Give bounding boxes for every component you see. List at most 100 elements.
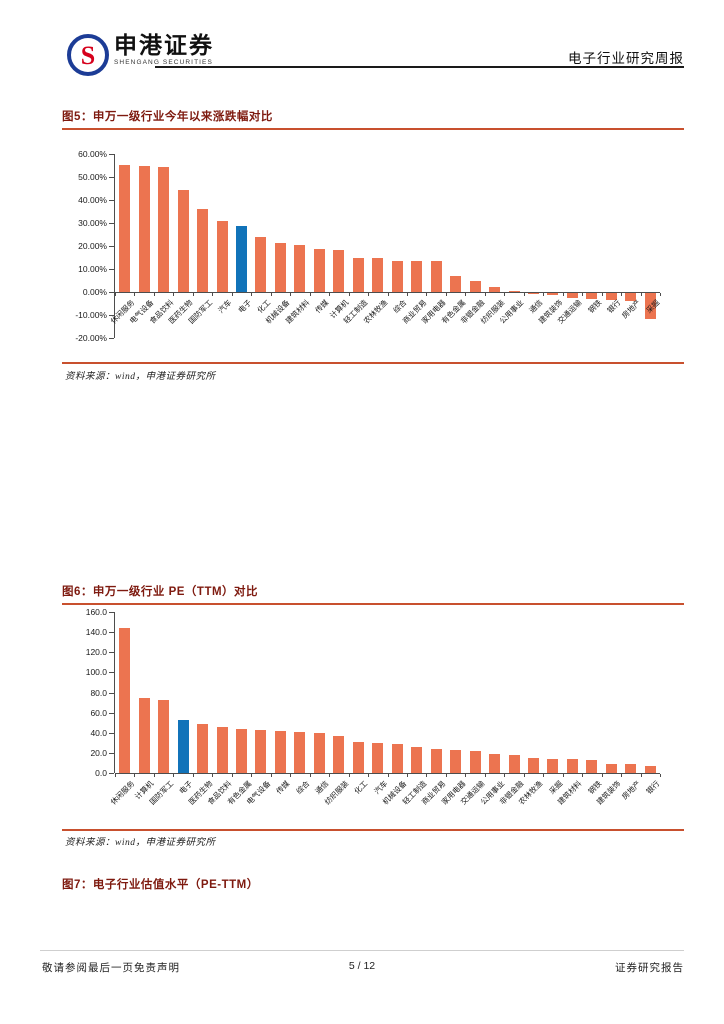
y-tick: [109, 672, 114, 674]
x-tick: [153, 774, 155, 777]
bar: [274, 242, 286, 292]
bar-highlighted: [236, 226, 248, 292]
x-tick: [270, 293, 272, 296]
bar: [547, 293, 559, 296]
x-tick: [115, 293, 116, 296]
y-tick: [109, 752, 114, 754]
y-tick-label: 40.00%: [78, 195, 107, 205]
bar: [333, 736, 345, 773]
figure6-bar-chart: 0.0 20.0 40.0 60.0 80.0 100.0 120.0 140.0 160.0 休…: [40, 606, 684, 829]
bar: [274, 731, 286, 773]
y-tick: [109, 177, 114, 178]
logo-name-en: SHENGANG SECURITIES: [114, 59, 213, 66]
x-tick: [406, 774, 408, 777]
x-tick: [348, 774, 350, 777]
x-tick: [523, 774, 525, 777]
x-tick: [368, 774, 370, 777]
y-tick-label: 20.00%: [78, 241, 107, 251]
y-tick-label: 20.0: [90, 747, 107, 758]
x-tick: [621, 774, 623, 777]
y-tick: [109, 154, 114, 155]
x-tick: [290, 774, 292, 777]
x-tick: [582, 774, 584, 777]
x-tick: [192, 774, 194, 777]
bar: [158, 167, 170, 292]
y-tick-label: 50.00%: [78, 172, 107, 182]
y-tick-label: 160.0: [85, 607, 107, 617]
y-tick-label: -20.00%: [75, 333, 107, 343]
bar: [138, 165, 150, 292]
logo-text: 申港证券 SHENGANG SECURITIES: [114, 33, 214, 66]
y-tick-label: 40.0: [90, 727, 107, 738]
x-tick: [621, 293, 623, 296]
x-tick: [582, 293, 584, 296]
bar: [644, 766, 656, 773]
bar: [508, 755, 520, 773]
x-tick: [134, 774, 136, 777]
y-tick-label: 60.00%: [78, 149, 107, 159]
x-tick: [660, 293, 661, 296]
bar: [255, 237, 267, 292]
figure6-bottom-rule: [62, 829, 684, 831]
x-axis-line: [115, 292, 660, 293]
x-tick: [601, 293, 603, 296]
bar: [333, 249, 345, 292]
bar: [236, 728, 248, 773]
page-number: 5 / 12: [348, 960, 376, 972]
y-tick: [109, 712, 114, 714]
logo-name-cn: 申港证券: [114, 32, 214, 58]
x-tick: [387, 293, 389, 296]
bar: [450, 275, 462, 292]
bar: [547, 758, 559, 773]
y-tick: [109, 200, 114, 201]
y-tick-label: 120.0: [85, 647, 107, 658]
x-tick: [601, 774, 603, 777]
bar: [177, 189, 189, 292]
x-tick: [309, 774, 311, 777]
bar: [430, 749, 442, 773]
footer-divider: [40, 950, 684, 951]
x-tick: [484, 774, 486, 777]
x-tick: [562, 293, 564, 296]
bar: [197, 723, 209, 773]
y-tick-label: 140.0: [85, 627, 107, 638]
bar: [586, 759, 598, 773]
x-tick: [426, 774, 428, 777]
figure6-source: 资料来源：wind，申港证券研究所: [65, 838, 216, 848]
x-tick: [290, 293, 292, 296]
bar: [255, 729, 267, 773]
x-tick: [212, 774, 214, 777]
x-tick: [348, 293, 350, 296]
y-tick: [109, 269, 114, 270]
shengang-logo-icon: S: [66, 33, 110, 77]
bar: [391, 743, 403, 773]
x-tick: [543, 293, 545, 296]
report-type-title: 电子行业研究周报: [568, 51, 684, 66]
figure5-title: 图5：申万一级行业今年以来涨跌幅对比: [62, 108, 684, 130]
bar: [158, 699, 170, 773]
y-tick-label: 0.00%: [82, 287, 107, 297]
bar: [138, 697, 150, 773]
x-tick: [251, 774, 253, 777]
bar: [352, 741, 364, 773]
bar: [216, 220, 228, 292]
y-tick: [109, 692, 114, 694]
x-tick: [115, 774, 116, 777]
x-tick: [445, 774, 447, 777]
bar: [469, 280, 481, 292]
bar: [411, 747, 423, 773]
bar: [625, 764, 637, 773]
x-tick: [543, 774, 545, 777]
y-tick-label: 80.0: [90, 687, 107, 698]
x-tick: [153, 293, 155, 296]
bar: [508, 290, 520, 292]
x-tick: [192, 293, 194, 296]
y-tick: [109, 632, 114, 634]
bar: [119, 628, 131, 773]
x-tick: [251, 293, 253, 296]
y-tick: [109, 292, 114, 293]
y-tick-label: 0.0: [95, 768, 107, 778]
y-tick: [109, 223, 114, 224]
bar: [605, 293, 617, 300]
